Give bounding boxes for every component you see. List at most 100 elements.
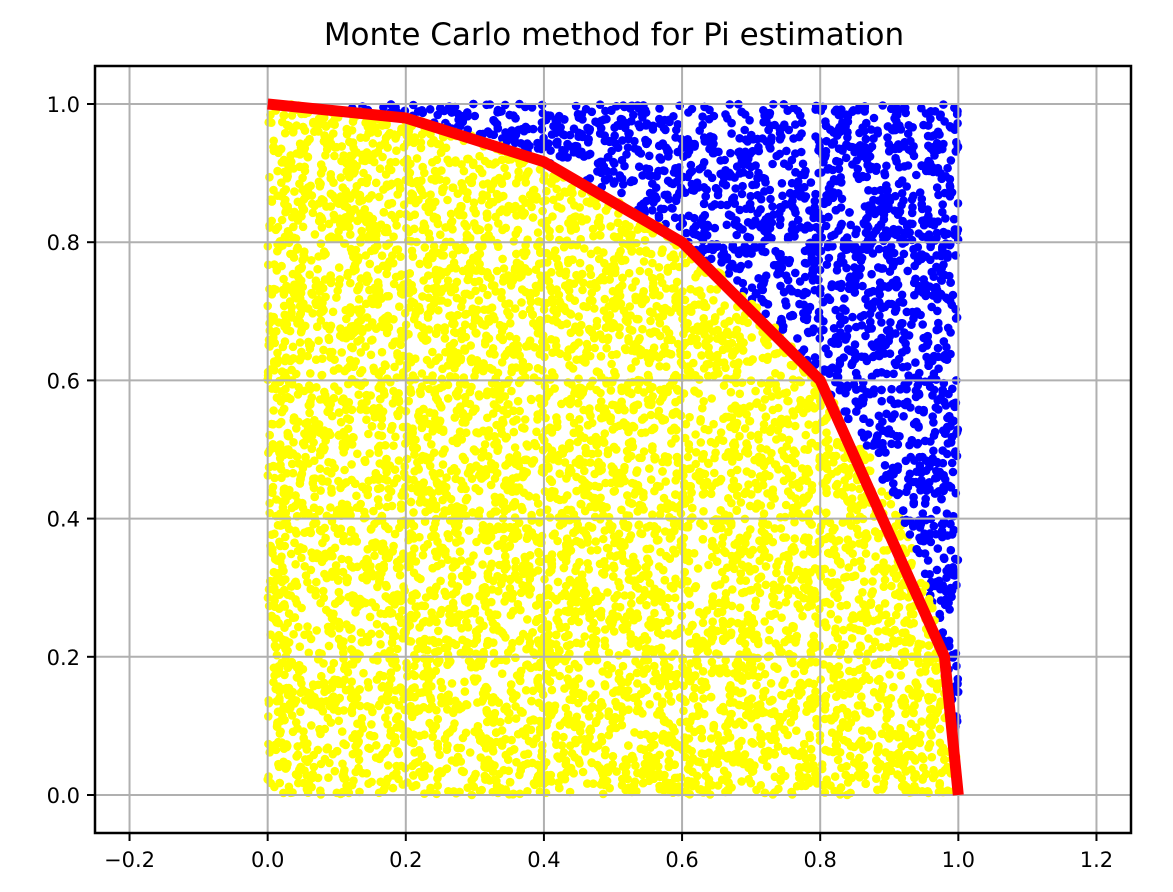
point-inside [592,385,601,395]
point-inside [552,184,561,194]
point-inside [877,487,886,496]
point-inside [695,286,704,295]
point-inside [343,424,353,434]
point-inside [307,721,316,730]
point-inside [833,479,842,489]
point-inside [639,492,648,502]
point-inside [409,508,418,517]
point-inside [469,198,479,207]
point-outside [648,206,657,215]
point-outside [899,249,909,259]
point-inside [511,556,520,566]
point-inside [646,316,655,326]
point-inside [718,436,728,446]
point-inside [656,547,665,557]
point-inside [554,608,563,617]
point-inside [906,719,916,729]
point-inside [300,562,310,571]
point-inside [439,183,449,193]
point-inside [324,641,334,651]
point-inside [593,545,602,555]
point-inside [591,537,600,546]
point-inside [386,674,396,684]
point-inside [336,324,345,333]
point-inside [791,421,800,431]
point-outside [793,334,802,343]
point-inside [512,249,521,259]
point-outside [766,194,775,204]
point-inside [415,407,424,417]
point-inside [708,617,717,626]
point-inside [445,372,455,381]
point-inside [790,546,799,555]
point-inside [390,465,400,475]
point-outside [617,155,627,165]
point-outside [920,499,930,508]
point-inside [435,750,444,760]
point-inside [433,714,443,724]
point-inside [590,512,600,522]
point-outside [946,545,956,555]
point-inside [347,634,356,644]
point-inside [423,313,433,322]
point-inside [646,475,656,484]
point-inside [602,543,612,553]
point-inside [326,430,335,440]
point-inside [770,724,779,734]
point-inside [744,480,753,489]
point-inside [740,424,750,433]
point-inside [606,222,615,231]
point-inside [627,599,636,608]
point-inside [375,670,385,680]
point-inside [294,622,303,632]
point-inside [523,759,532,768]
point-inside [288,342,298,352]
point-inside [383,761,393,770]
point-inside [627,326,637,335]
point-inside [614,651,624,660]
point-inside [889,682,898,692]
point-inside [602,343,611,353]
point-inside [343,268,353,278]
point-inside [460,594,470,603]
point-inside [590,304,599,313]
point-inside [286,249,295,259]
point-outside [695,126,704,135]
point-inside [354,295,364,304]
point-outside [723,114,732,123]
point-inside [859,577,869,586]
point-inside [447,217,457,226]
point-inside [337,348,347,357]
point-inside [410,661,419,671]
point-inside [676,395,685,404]
point-inside [484,223,493,232]
point-inside [857,563,867,573]
point-inside [926,705,935,714]
point-inside [315,464,325,474]
point-inside [395,570,405,580]
point-inside [392,146,401,155]
point-inside [857,692,866,701]
point-inside [711,448,720,458]
point-outside [942,449,952,459]
point-inside [882,707,892,716]
point-inside [806,744,816,754]
point-inside [709,296,718,305]
point-inside [359,668,368,678]
point-inside [389,315,398,324]
point-inside [727,709,736,719]
point-inside [353,449,362,459]
point-inside [573,437,582,447]
point-outside [858,171,867,181]
plot-area [93,64,1133,835]
point-inside [655,482,664,491]
point-inside [474,390,484,399]
point-inside [829,458,838,467]
point-outside [838,304,848,313]
point-inside [885,670,894,679]
point-inside [547,685,557,695]
point-inside [279,301,289,311]
point-inside [634,336,643,345]
point-inside [790,669,800,679]
point-inside [513,396,523,406]
